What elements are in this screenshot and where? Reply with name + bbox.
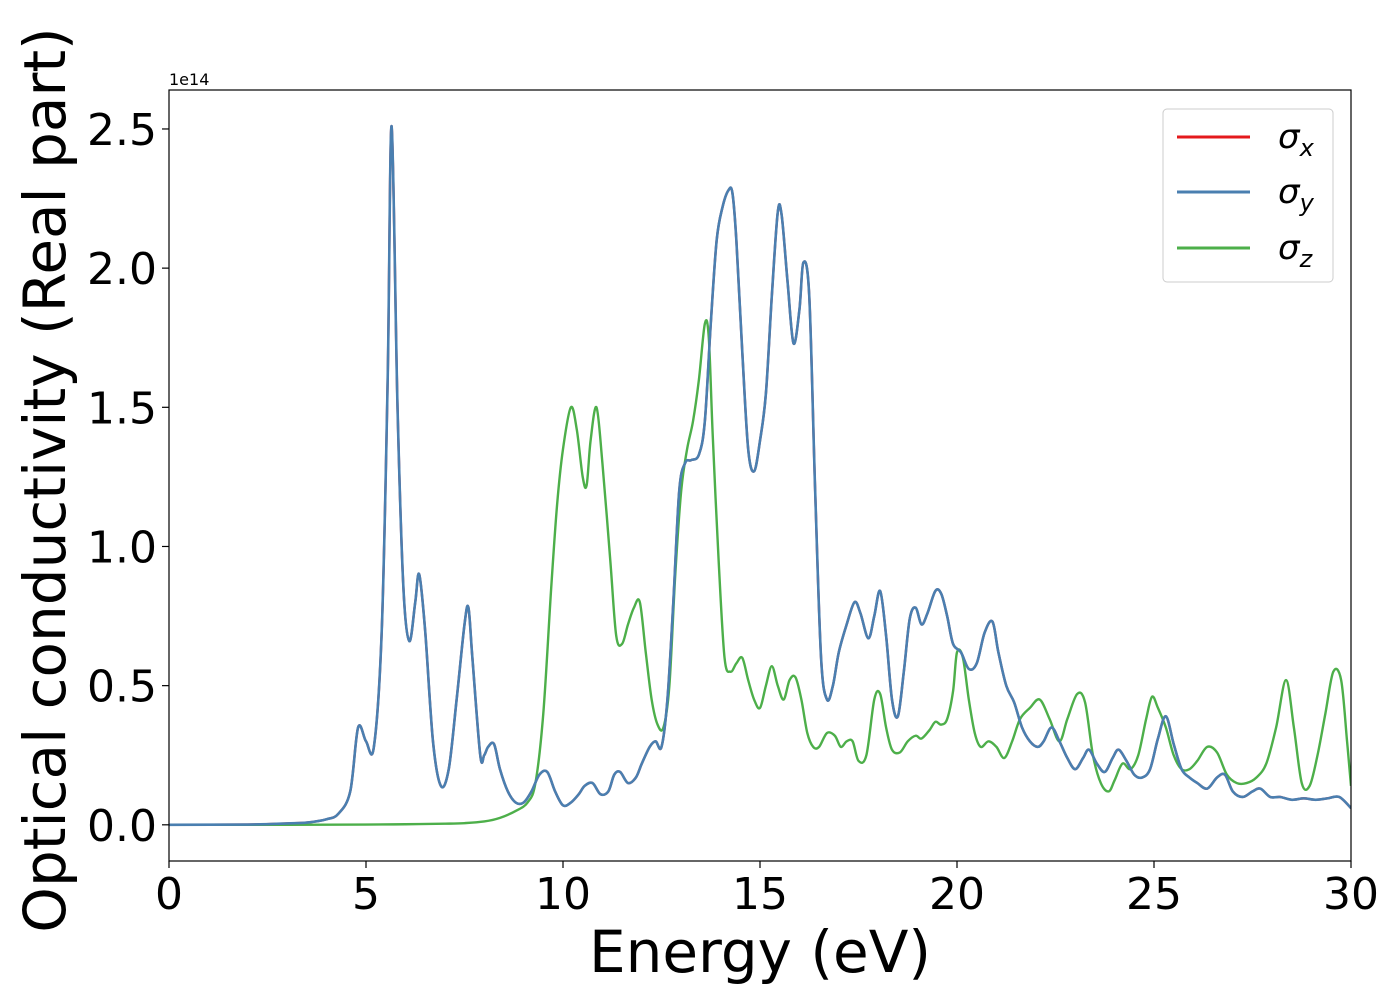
x-tick-label: 20 <box>929 869 985 920</box>
legend-box <box>1162 108 1334 283</box>
legend-item-z: σz <box>1177 228 1314 273</box>
legend-label-x: σx <box>1278 117 1315 162</box>
y-tick-label: 1.5 <box>87 383 157 434</box>
x-axis: 0 5 10 15 20 25 30 <box>155 861 1379 920</box>
y-tick-label: 2.0 <box>87 244 157 295</box>
legend-item-y: σy <box>1177 172 1315 217</box>
x-axis-label: Energy (eV) <box>589 918 931 986</box>
x-tick-label: 5 <box>352 869 380 920</box>
series-line-z <box>169 319 1351 827</box>
x-tick-label: 0 <box>155 869 183 920</box>
plot-lines <box>169 124 1351 827</box>
x-tick-label: 25 <box>1126 869 1182 920</box>
legend-item-x: σx <box>1177 117 1315 162</box>
y-tick-label: 0.0 <box>87 801 157 852</box>
y-tick-label: 0.5 <box>87 662 157 713</box>
y-tick-label: 1.0 <box>87 522 157 573</box>
x-tick-label: 30 <box>1323 869 1379 920</box>
legend: σx σy σz <box>1162 108 1334 283</box>
legend-label-y: σy <box>1278 172 1315 217</box>
x-tick-label: 10 <box>535 869 591 920</box>
y-axis-label: Optical conductivity (Real part) <box>11 27 79 932</box>
legend-label-z: σz <box>1278 228 1314 273</box>
x-tick-label: 15 <box>732 869 788 920</box>
y-tick-label: 2.5 <box>87 105 157 156</box>
y-offset-label: 1e14 <box>169 70 209 89</box>
y-axis: 0.0 0.5 1.0 1.5 2.0 2.5 <box>87 105 169 852</box>
series-line-y <box>169 124 1351 827</box>
